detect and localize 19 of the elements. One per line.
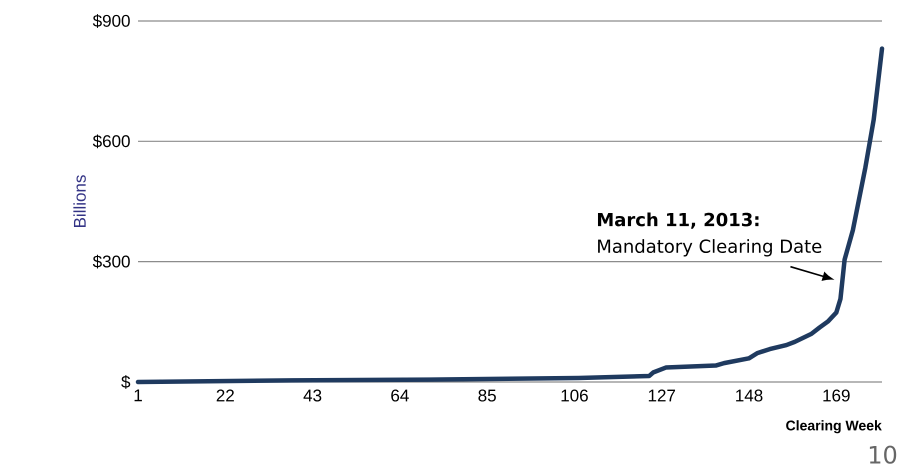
y-axis-title: Billions [73,175,86,228]
x-tick-label: 127 [648,390,676,402]
x-tick-label: 148 [736,390,762,402]
text: 10 [870,446,896,464]
y-tick-label: $900 [92,14,130,28]
x-tick-label: 22 [216,390,234,402]
x-tick-label: 85 [478,390,496,402]
x-tick-label: 106 [562,390,588,402]
x-tick-label: 43 [304,390,322,402]
annotation: March 11, 2013: [598,212,758,229]
x-axis-title: Clearing Week [786,420,882,434]
y-tick-label: $300 [92,254,130,269]
y-tick-label: $600 [92,134,130,148]
y-tick-label: $ [121,375,130,389]
line-series [136,46,884,384]
x-tick-label: 1 [134,389,142,402]
annotation: Mandatory Clearing Date [598,239,822,257]
x-tick-label: 64 [391,390,409,402]
x-tick-label: 169 [823,390,850,402]
